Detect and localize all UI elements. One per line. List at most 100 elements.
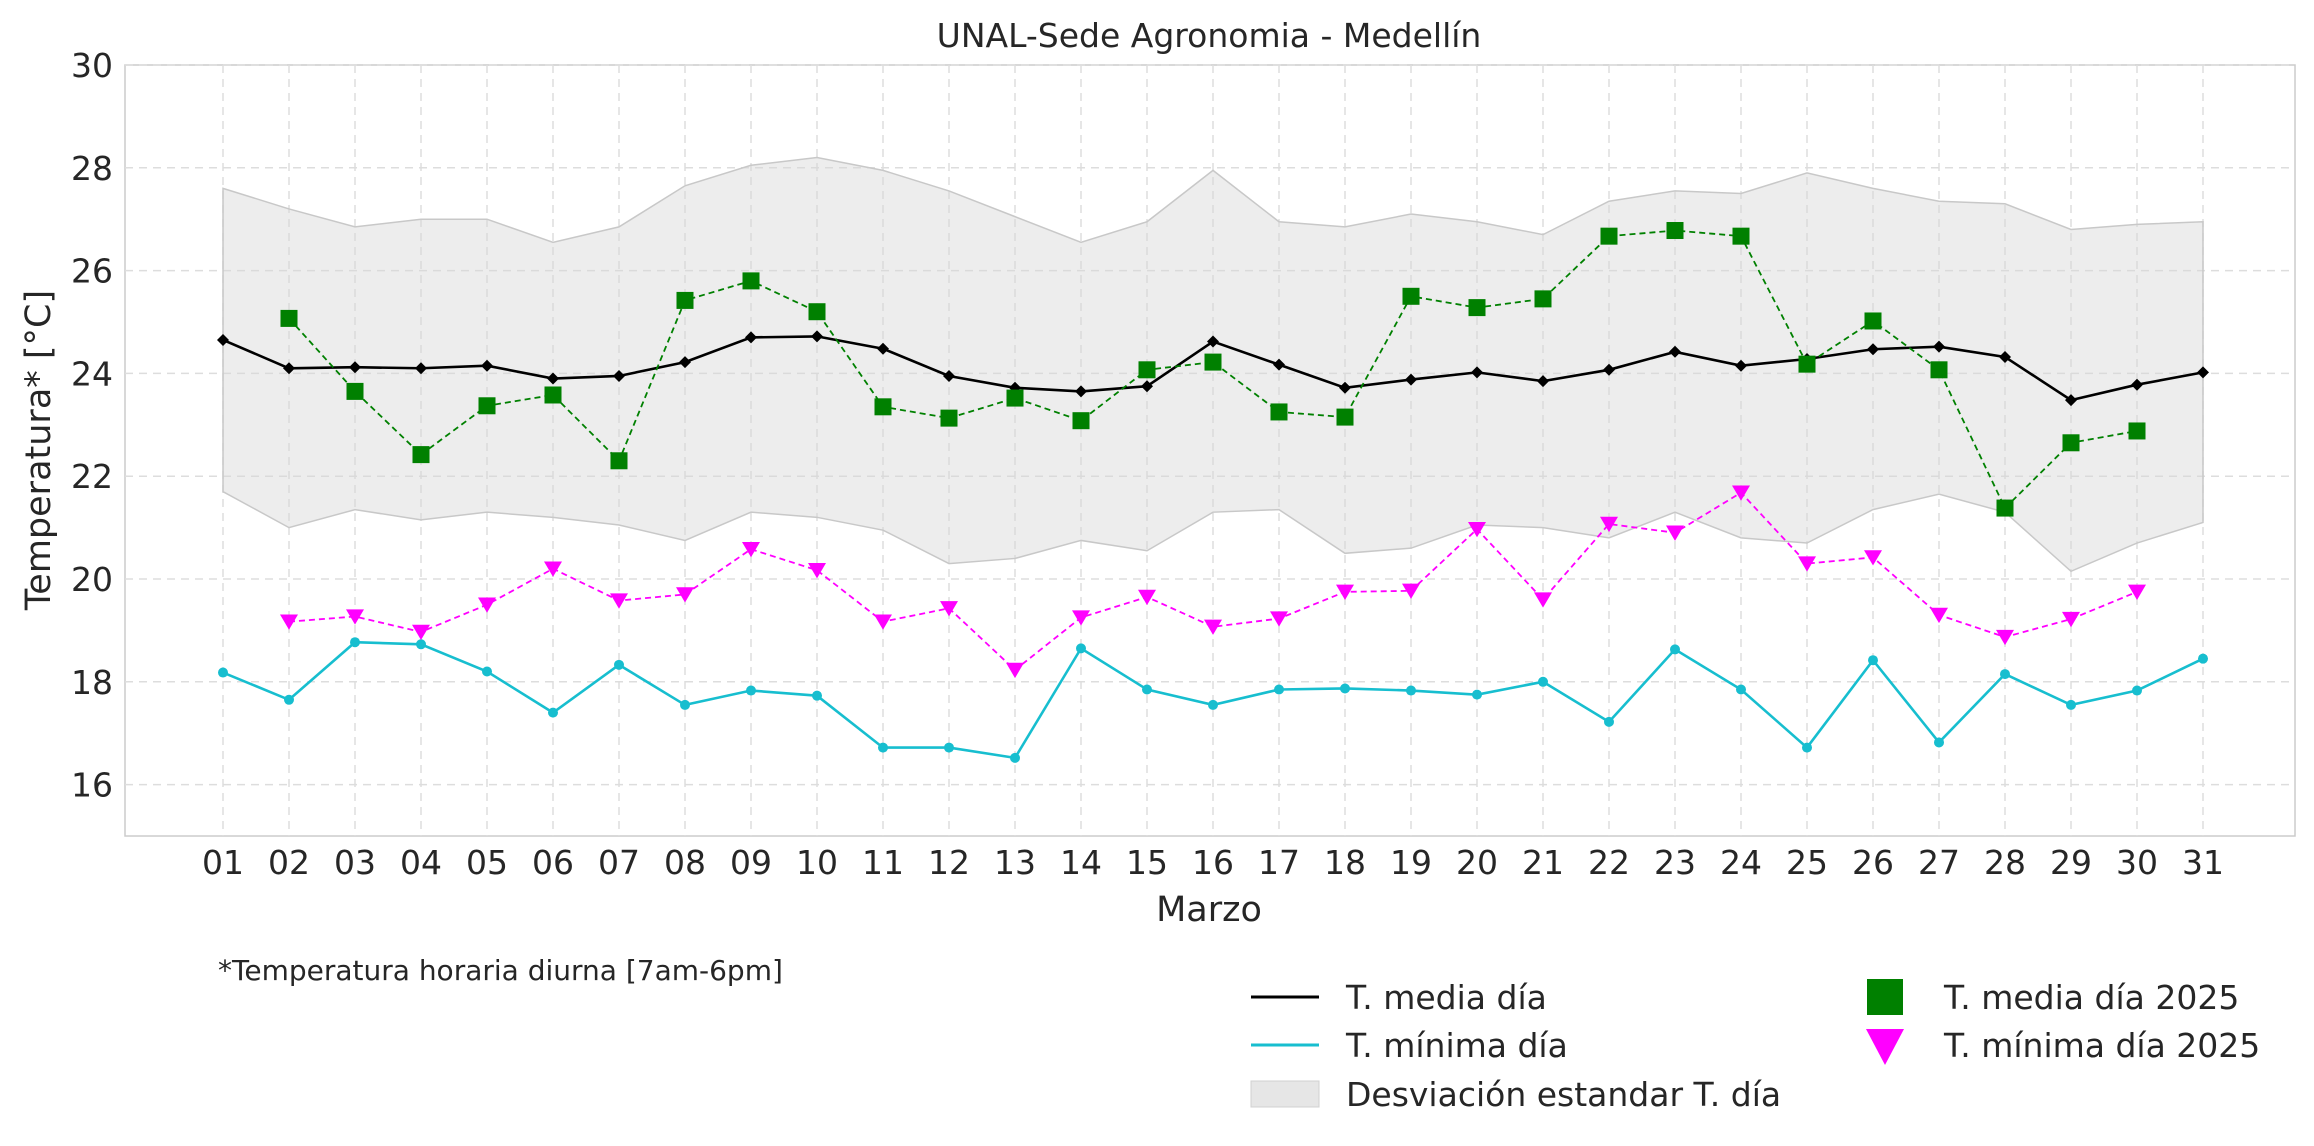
data-point bbox=[742, 541, 760, 558]
data-point bbox=[2065, 394, 2077, 407]
data-point bbox=[280, 614, 298, 630]
y-tick-label: 18 bbox=[71, 663, 113, 702]
x-tick-label: 28 bbox=[1984, 843, 2026, 882]
data-point bbox=[1600, 227, 1618, 245]
legend-label: T. mínima día 2025 bbox=[1943, 1026, 2260, 1065]
data-point bbox=[1864, 312, 1882, 330]
data-point bbox=[745, 331, 757, 344]
y-tick-label: 24 bbox=[71, 354, 113, 393]
data-point bbox=[1076, 643, 1086, 654]
x-tick-label: 26 bbox=[1852, 843, 1894, 882]
x-tick-label: 31 bbox=[2182, 843, 2224, 882]
data-point bbox=[1732, 227, 1750, 245]
legend-swatch bbox=[1250, 1080, 1320, 1108]
y-tick-label: 30 bbox=[71, 46, 113, 85]
legend-entry: T. media día bbox=[1251, 978, 1547, 1017]
x-tick-label: 25 bbox=[1786, 843, 1828, 882]
data-point bbox=[350, 637, 360, 648]
data-point bbox=[1072, 610, 1090, 626]
data-point bbox=[1142, 684, 1152, 695]
x-axis-label: Marzo bbox=[1156, 890, 1262, 930]
data-point bbox=[217, 333, 229, 346]
legend-swatch bbox=[1867, 979, 1903, 1015]
data-point bbox=[1670, 644, 1680, 655]
data-point bbox=[808, 563, 826, 579]
data-point bbox=[1471, 366, 1483, 379]
data-point bbox=[1075, 385, 1087, 398]
data-point bbox=[1274, 684, 1284, 695]
data-point bbox=[614, 659, 624, 670]
x-tick-label: 23 bbox=[1654, 843, 1696, 882]
data-point bbox=[1204, 619, 1222, 635]
data-point bbox=[1537, 375, 1549, 388]
data-point bbox=[1138, 589, 1156, 606]
legend-entry: T. media día 2025 bbox=[1867, 978, 2239, 1017]
data-point bbox=[547, 372, 559, 385]
data-point bbox=[478, 597, 496, 613]
data-point bbox=[1208, 699, 1218, 710]
data-point bbox=[280, 309, 298, 327]
data-point bbox=[478, 397, 496, 415]
data-point bbox=[1468, 521, 1486, 538]
x-tick-label: 11 bbox=[862, 843, 904, 882]
series-t-m-nima-d-a bbox=[218, 637, 2208, 763]
data-point bbox=[1402, 583, 1420, 599]
x-tick-label: 18 bbox=[1324, 843, 1366, 882]
data-point bbox=[2128, 584, 2146, 600]
data-point bbox=[1933, 340, 1945, 353]
x-tick-label: 07 bbox=[598, 843, 640, 882]
data-point bbox=[1406, 685, 1416, 696]
data-point bbox=[1934, 737, 1944, 748]
data-point bbox=[680, 699, 690, 710]
data-point bbox=[1405, 373, 1417, 386]
data-point bbox=[1534, 290, 1552, 308]
data-point bbox=[808, 303, 826, 321]
data-point bbox=[874, 614, 892, 630]
x-tick-label: 02 bbox=[268, 843, 310, 882]
data-point bbox=[1666, 525, 1684, 541]
data-point bbox=[544, 561, 562, 577]
data-point bbox=[1735, 359, 1747, 372]
data-point bbox=[676, 291, 694, 309]
data-point bbox=[940, 601, 958, 617]
x-tick-label: 09 bbox=[730, 843, 772, 882]
data-point bbox=[742, 272, 760, 290]
x-tick-label: 19 bbox=[1390, 843, 1432, 882]
data-point bbox=[1006, 389, 1024, 407]
y-tick-label: 26 bbox=[71, 252, 113, 291]
x-tick-labels: 01 02 03 04 05 06 07 08 09 10 11 12 13 14 15 16 17 18 19 20… bbox=[202, 843, 2224, 882]
series-t-media-d-a-2025 bbox=[280, 222, 2146, 517]
data-point bbox=[1336, 584, 1354, 600]
data-point bbox=[1930, 361, 1948, 379]
data-point bbox=[1141, 380, 1153, 393]
chart-title: UNAL-Sede Agronomia - Medellín bbox=[937, 16, 1482, 55]
y-tick-label: 22 bbox=[71, 457, 113, 496]
x-tick-label: 22 bbox=[1588, 843, 1630, 882]
data-point bbox=[1270, 403, 1288, 421]
x-tick-label: 30 bbox=[2116, 843, 2158, 882]
data-point bbox=[1999, 350, 2011, 363]
data-point bbox=[1207, 335, 1219, 348]
data-point bbox=[1864, 550, 1882, 566]
data-point bbox=[548, 707, 558, 718]
footnote: *Temperatura horaria diurna [7am-6pm] bbox=[218, 954, 783, 987]
legend-label: Desviación estandar T. día bbox=[1346, 1075, 1781, 1114]
x-tick-label: 13 bbox=[994, 843, 1036, 882]
data-point bbox=[412, 624, 430, 641]
x-tick-label: 10 bbox=[796, 843, 838, 882]
data-point bbox=[2132, 685, 2142, 696]
data-point bbox=[610, 593, 628, 609]
x-tick-label: 12 bbox=[928, 843, 970, 882]
data-point bbox=[346, 609, 364, 625]
data-point bbox=[1538, 676, 1548, 687]
data-point bbox=[1669, 345, 1681, 358]
x-tick-label: 05 bbox=[466, 843, 508, 882]
data-point bbox=[1867, 343, 1879, 356]
y-tick-label: 28 bbox=[71, 149, 113, 188]
data-point bbox=[676, 587, 694, 603]
data-point bbox=[1340, 683, 1350, 694]
data-point bbox=[1666, 222, 1684, 240]
data-point bbox=[1732, 485, 1750, 501]
data-point bbox=[944, 742, 954, 753]
